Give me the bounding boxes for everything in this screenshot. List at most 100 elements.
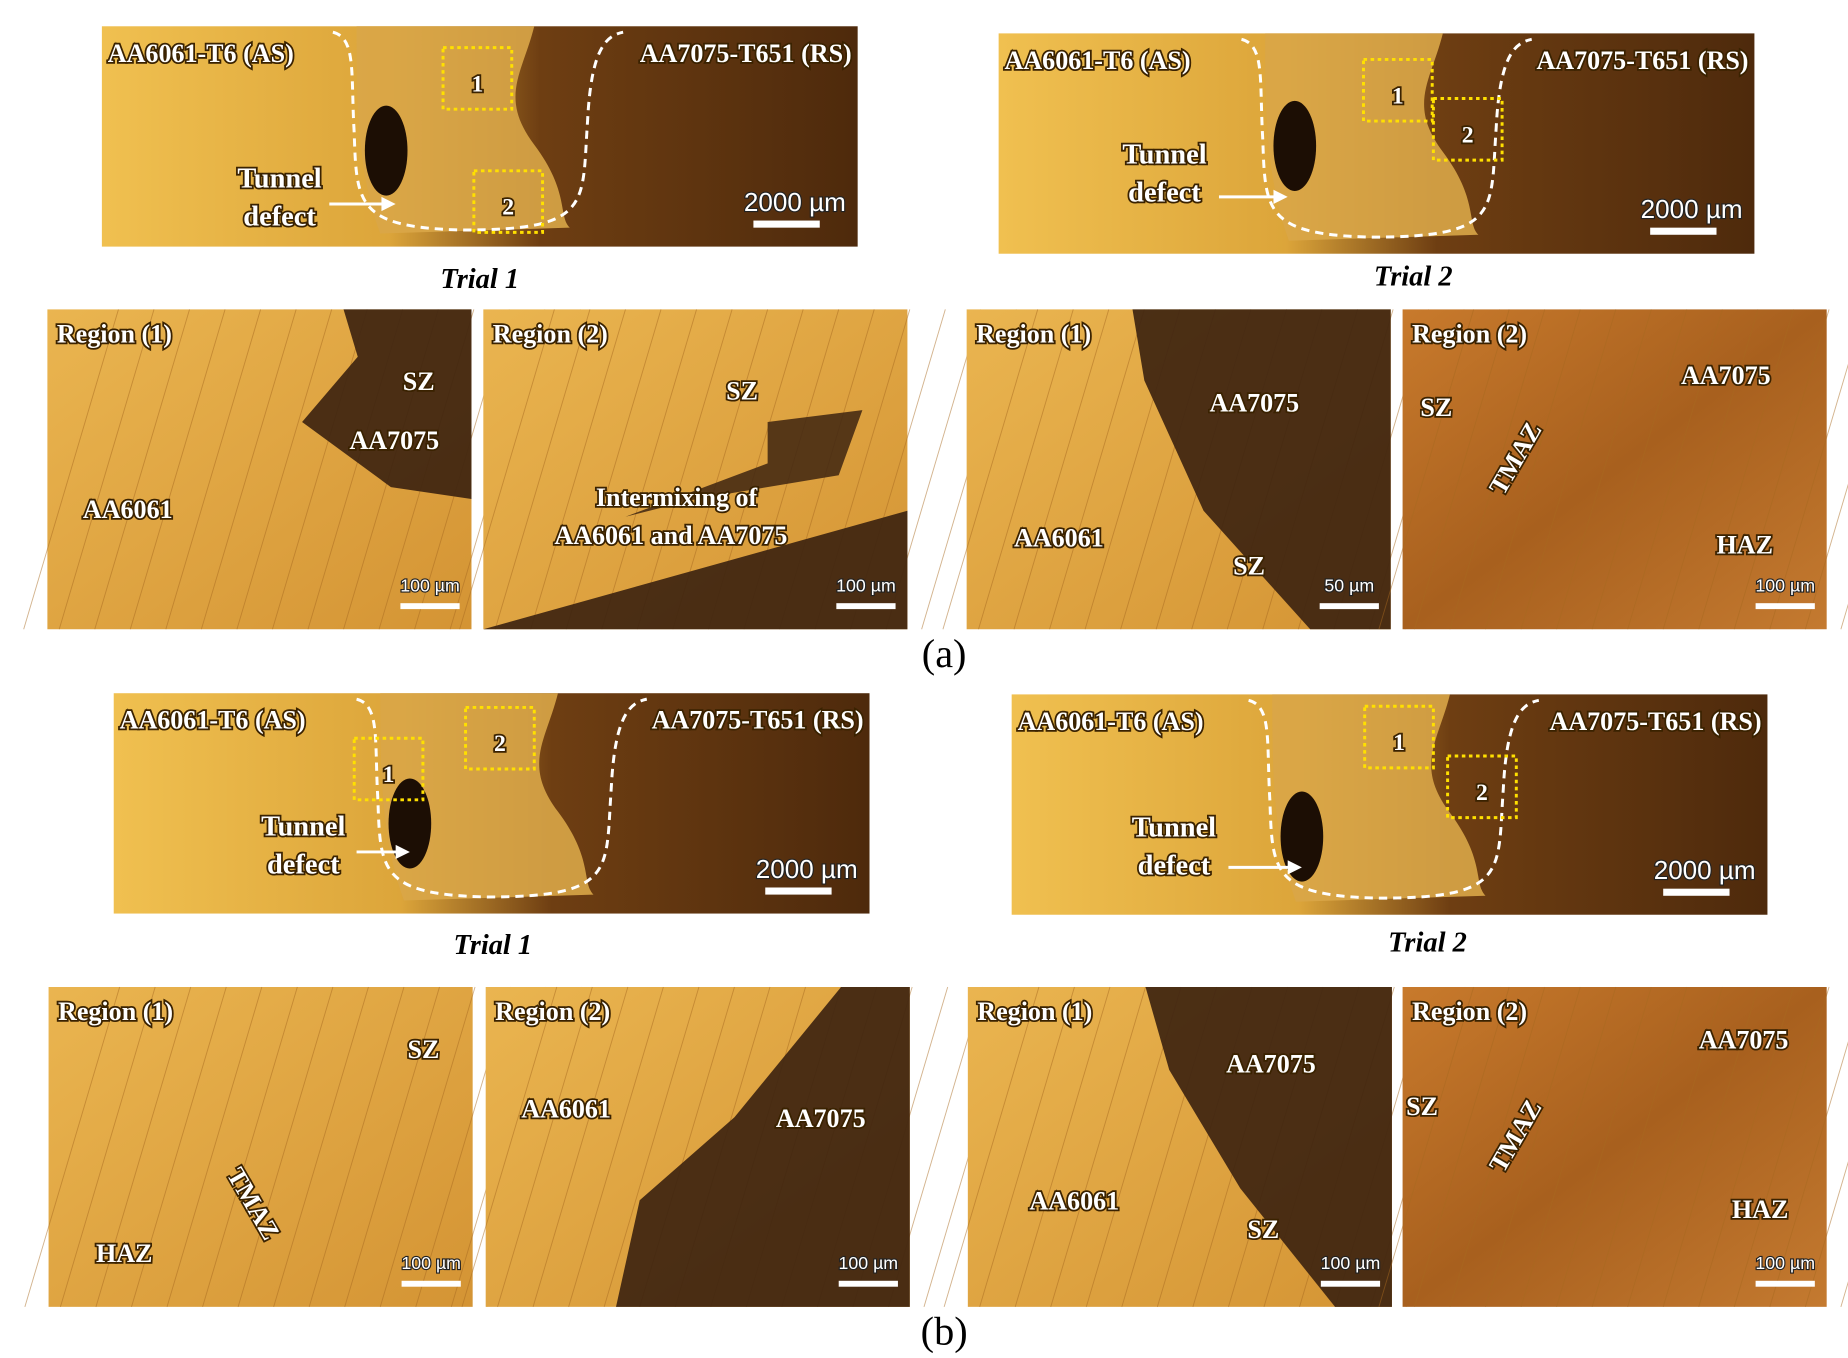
texture — [379, 986, 476, 1307]
texture — [1591, 309, 1688, 630]
texture — [943, 986, 1040, 1307]
texture — [1449, 986, 1546, 1307]
label: defect — [267, 849, 340, 880]
texture — [497, 986, 593, 1307]
texture — [636, 309, 733, 630]
texture — [166, 986, 263, 1307]
label: AA7075-T651 (RS) — [1550, 707, 1762, 736]
label: 100 µm — [400, 575, 460, 595]
texture — [1556, 986, 1652, 1307]
texture — [1769, 363, 1848, 630]
micrograph: Region (1) SZ AA7075 AA6061 100 µm — [23, 309, 581, 630]
dark-phase — [302, 309, 472, 499]
label: 1 — [383, 762, 395, 788]
texture — [1840, 603, 1848, 630]
label: AA7075-T651 (RS) — [1536, 46, 1748, 75]
texture — [237, 986, 334, 1307]
texture — [494, 309, 591, 630]
label: HAZ — [1732, 1195, 1788, 1224]
label: 2000 µm — [756, 854, 858, 884]
texture — [1378, 309, 1475, 630]
label: 1 — [1393, 730, 1405, 756]
texture — [200, 309, 297, 630]
label: Region (1) — [57, 320, 172, 349]
texture — [59, 986, 156, 1307]
texture — [94, 309, 190, 630]
arrow-head — [1273, 189, 1288, 204]
arrow-head — [395, 844, 410, 860]
label: SZ — [1233, 552, 1265, 581]
label: Region (2) — [1412, 997, 1527, 1026]
texture — [308, 986, 405, 1307]
tunnel-defect — [364, 105, 408, 196]
label: SZ — [726, 376, 758, 405]
scale-bar — [1320, 1280, 1381, 1287]
label: Region (1) — [976, 320, 1091, 349]
texture — [24, 986, 121, 1307]
label: 100 µm — [401, 1253, 461, 1273]
texture — [1804, 483, 1848, 630]
texture — [1413, 986, 1510, 1307]
texture — [530, 309, 626, 630]
micrograph: Region (1) AA7075 AA6061 SZ 50 µm — [942, 309, 1501, 630]
label: 2000 µm — [1641, 194, 1743, 224]
label: AA6061 and AA7075 — [554, 521, 787, 550]
texture — [1449, 309, 1546, 630]
label: HAZ — [96, 1239, 152, 1268]
region-box — [464, 705, 536, 771]
texture — [1556, 309, 1652, 630]
label: AA7075 — [349, 426, 439, 455]
label: Intermixing of — [596, 483, 758, 512]
label: Trial 1 — [453, 930, 532, 961]
label: SZ — [403, 367, 435, 396]
dark-phase — [1132, 309, 1391, 630]
texture — [131, 986, 227, 1307]
texture — [58, 309, 155, 630]
texture — [1014, 986, 1111, 1307]
label: AA6061 — [83, 495, 173, 524]
label: defect — [1138, 850, 1211, 881]
texture — [272, 309, 368, 630]
texture — [95, 986, 192, 1307]
micrograph-bg — [48, 987, 473, 1307]
scale-bar — [1650, 227, 1717, 235]
macro-image: 1 2 AA6061-T6 (AS) AA7075-T651 (RS) Tunnel de… — [1011, 694, 1768, 915]
texture — [1013, 309, 1110, 630]
label: 100 µm — [839, 1253, 899, 1273]
scale-bar — [401, 1280, 461, 1287]
label: AA6061-T6 (AS) — [108, 39, 294, 68]
label: Trial 2 — [1388, 927, 1467, 958]
texture — [165, 309, 262, 630]
dark-streak — [625, 410, 863, 517]
label: 2 — [494, 731, 506, 757]
texture — [1591, 986, 1688, 1307]
texture — [1485, 309, 1581, 630]
label: AA7075 — [776, 1104, 866, 1133]
label: 2000 µm — [1654, 855, 1756, 885]
region-box — [352, 736, 425, 802]
micrograph: Region (2) AA6061 AA7075 100 µm — [461, 986, 1020, 1307]
texture — [532, 986, 629, 1307]
label: SZ — [1406, 1092, 1438, 1121]
label: (b) — [921, 1309, 968, 1354]
texture — [1378, 986, 1475, 1307]
texture — [129, 309, 226, 630]
texture — [979, 986, 1075, 1307]
scale-bar — [836, 603, 896, 610]
region-box — [1362, 57, 1434, 123]
label: Region (2) — [1412, 320, 1527, 349]
dashed-boundary — [1248, 698, 1540, 900]
label: defect — [243, 201, 316, 232]
label: AA6061 — [521, 1094, 611, 1123]
texture — [1769, 1041, 1848, 1307]
label: AA7075 — [1226, 1049, 1316, 1078]
stir-zone — [1265, 33, 1479, 241]
texture — [202, 986, 298, 1307]
label: AA6061 — [1029, 1187, 1119, 1216]
macro-image: 1 2 AA6061-T6 (AS) AA7075-T651 (RS) Tunnel de… — [113, 693, 870, 914]
label: 1 — [1392, 83, 1404, 109]
label: 100 µm — [1755, 575, 1815, 595]
